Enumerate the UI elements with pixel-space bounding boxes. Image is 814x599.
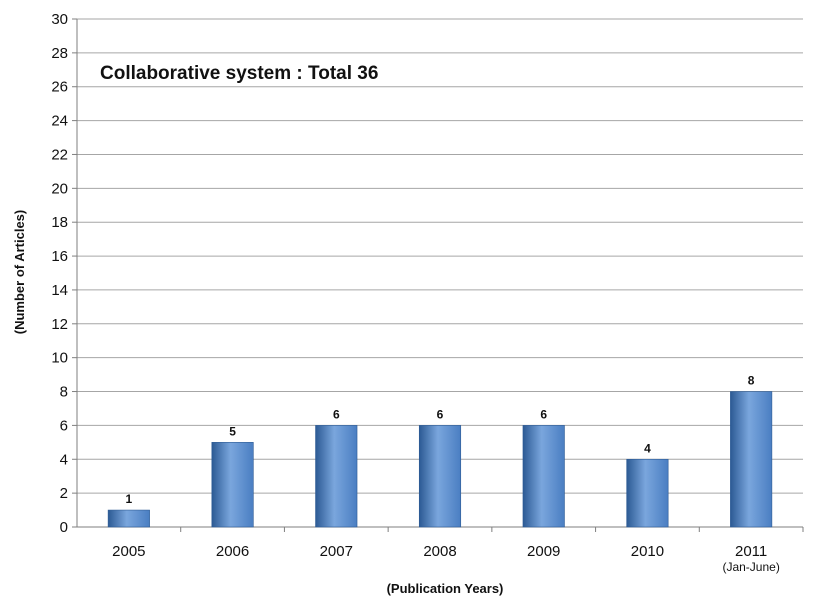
- y-tick-label: 10: [51, 350, 68, 367]
- x-tick-sublabel-2011: (Jan-June): [722, 560, 779, 574]
- bar-2005: [107, 509, 150, 528]
- x-axis-title: (Publication Years): [387, 581, 504, 596]
- bar-2011: [730, 391, 773, 528]
- y-tick-label: 0: [60, 519, 68, 536]
- y-tick-label: 2: [60, 485, 68, 502]
- data-label-2010: 4: [644, 441, 651, 455]
- y-tick-label: 22: [51, 146, 68, 163]
- data-label-2007: 6: [333, 407, 340, 421]
- x-tick-label-2008: 2008: [423, 543, 456, 560]
- bars: [107, 391, 773, 528]
- data-label-2005: 1: [126, 492, 133, 506]
- x-tick-label-2009: 2009: [527, 543, 560, 560]
- x-tick-label-2007: 2007: [320, 543, 353, 560]
- y-tick-label: 12: [51, 316, 68, 333]
- y-axis-title: (Number of Articles): [12, 210, 27, 334]
- y-tick-label: 28: [51, 45, 68, 62]
- bar-2008: [418, 425, 462, 528]
- y-tick-label: 26: [51, 79, 68, 96]
- y-tick-label: 30: [51, 11, 68, 28]
- y-tick-label: 24: [51, 113, 68, 130]
- data-label-2009: 6: [540, 407, 547, 421]
- y-tick-label: 6: [60, 417, 68, 434]
- data-label-2008: 6: [437, 407, 444, 421]
- y-tick-label: 18: [51, 214, 68, 231]
- data-label-2011: 8: [748, 374, 755, 388]
- bar-2006: [211, 442, 254, 528]
- y-tick-label: 16: [51, 248, 68, 265]
- chart-title: Collaborative system : Total 36: [100, 63, 378, 84]
- bar-2007: [315, 425, 358, 528]
- x-tick-label-2010: 2010: [631, 543, 664, 560]
- x-tick-label-2006: 2006: [216, 543, 249, 560]
- y-tick-label: 8: [60, 384, 68, 401]
- bar-2009: [522, 425, 565, 528]
- bar-2010: [626, 458, 669, 528]
- x-tick-label-2005: 2005: [112, 543, 145, 560]
- gridlines: [77, 18, 803, 494]
- x-tick-label-2011: 2011: [735, 543, 767, 560]
- data-label-2006: 5: [229, 424, 236, 438]
- labels: 0246810121416182022242628301200552006620…: [51, 11, 780, 574]
- y-tick-label: 20: [51, 180, 68, 197]
- y-tick-label: 4: [60, 451, 68, 468]
- y-tick-label: 14: [51, 282, 68, 299]
